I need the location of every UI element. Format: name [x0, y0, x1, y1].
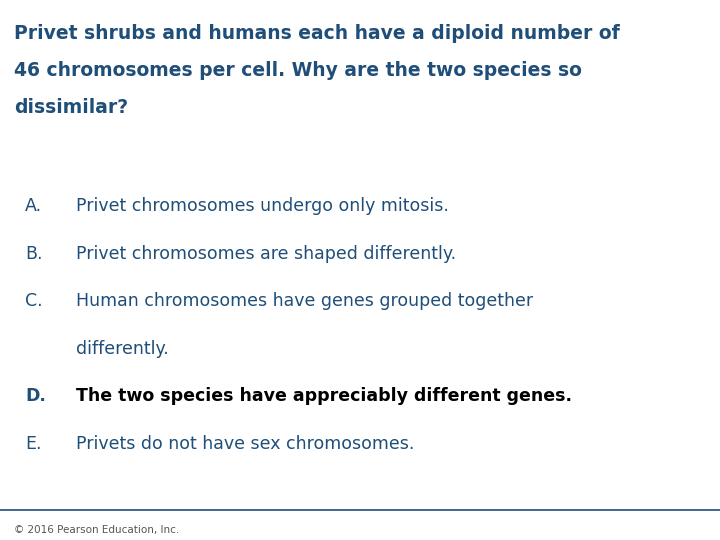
- Text: D.: D.: [25, 387, 46, 405]
- Text: dissimilar?: dissimilar?: [14, 98, 129, 117]
- Text: Privet chromosomes are shaped differently.: Privet chromosomes are shaped differentl…: [76, 245, 456, 262]
- Text: C.: C.: [25, 292, 42, 310]
- Text: Human chromosomes have genes grouped together: Human chromosomes have genes grouped tog…: [76, 292, 533, 310]
- Text: Privet shrubs and humans each have a diploid number of: Privet shrubs and humans each have a dip…: [14, 24, 620, 43]
- Text: B.: B.: [25, 245, 42, 262]
- Text: Privet chromosomes undergo only mitosis.: Privet chromosomes undergo only mitosis.: [76, 197, 449, 215]
- Text: Privets do not have sex chromosomes.: Privets do not have sex chromosomes.: [76, 435, 414, 453]
- Text: E.: E.: [25, 435, 42, 453]
- Text: 46 chromosomes per cell. Why are the two species so: 46 chromosomes per cell. Why are the two…: [14, 61, 582, 80]
- Text: A.: A.: [25, 197, 42, 215]
- Text: © 2016 Pearson Education, Inc.: © 2016 Pearson Education, Inc.: [14, 525, 180, 535]
- Text: differently.: differently.: [76, 340, 168, 357]
- Text: The two species have appreciably different genes.: The two species have appreciably differe…: [76, 387, 572, 405]
